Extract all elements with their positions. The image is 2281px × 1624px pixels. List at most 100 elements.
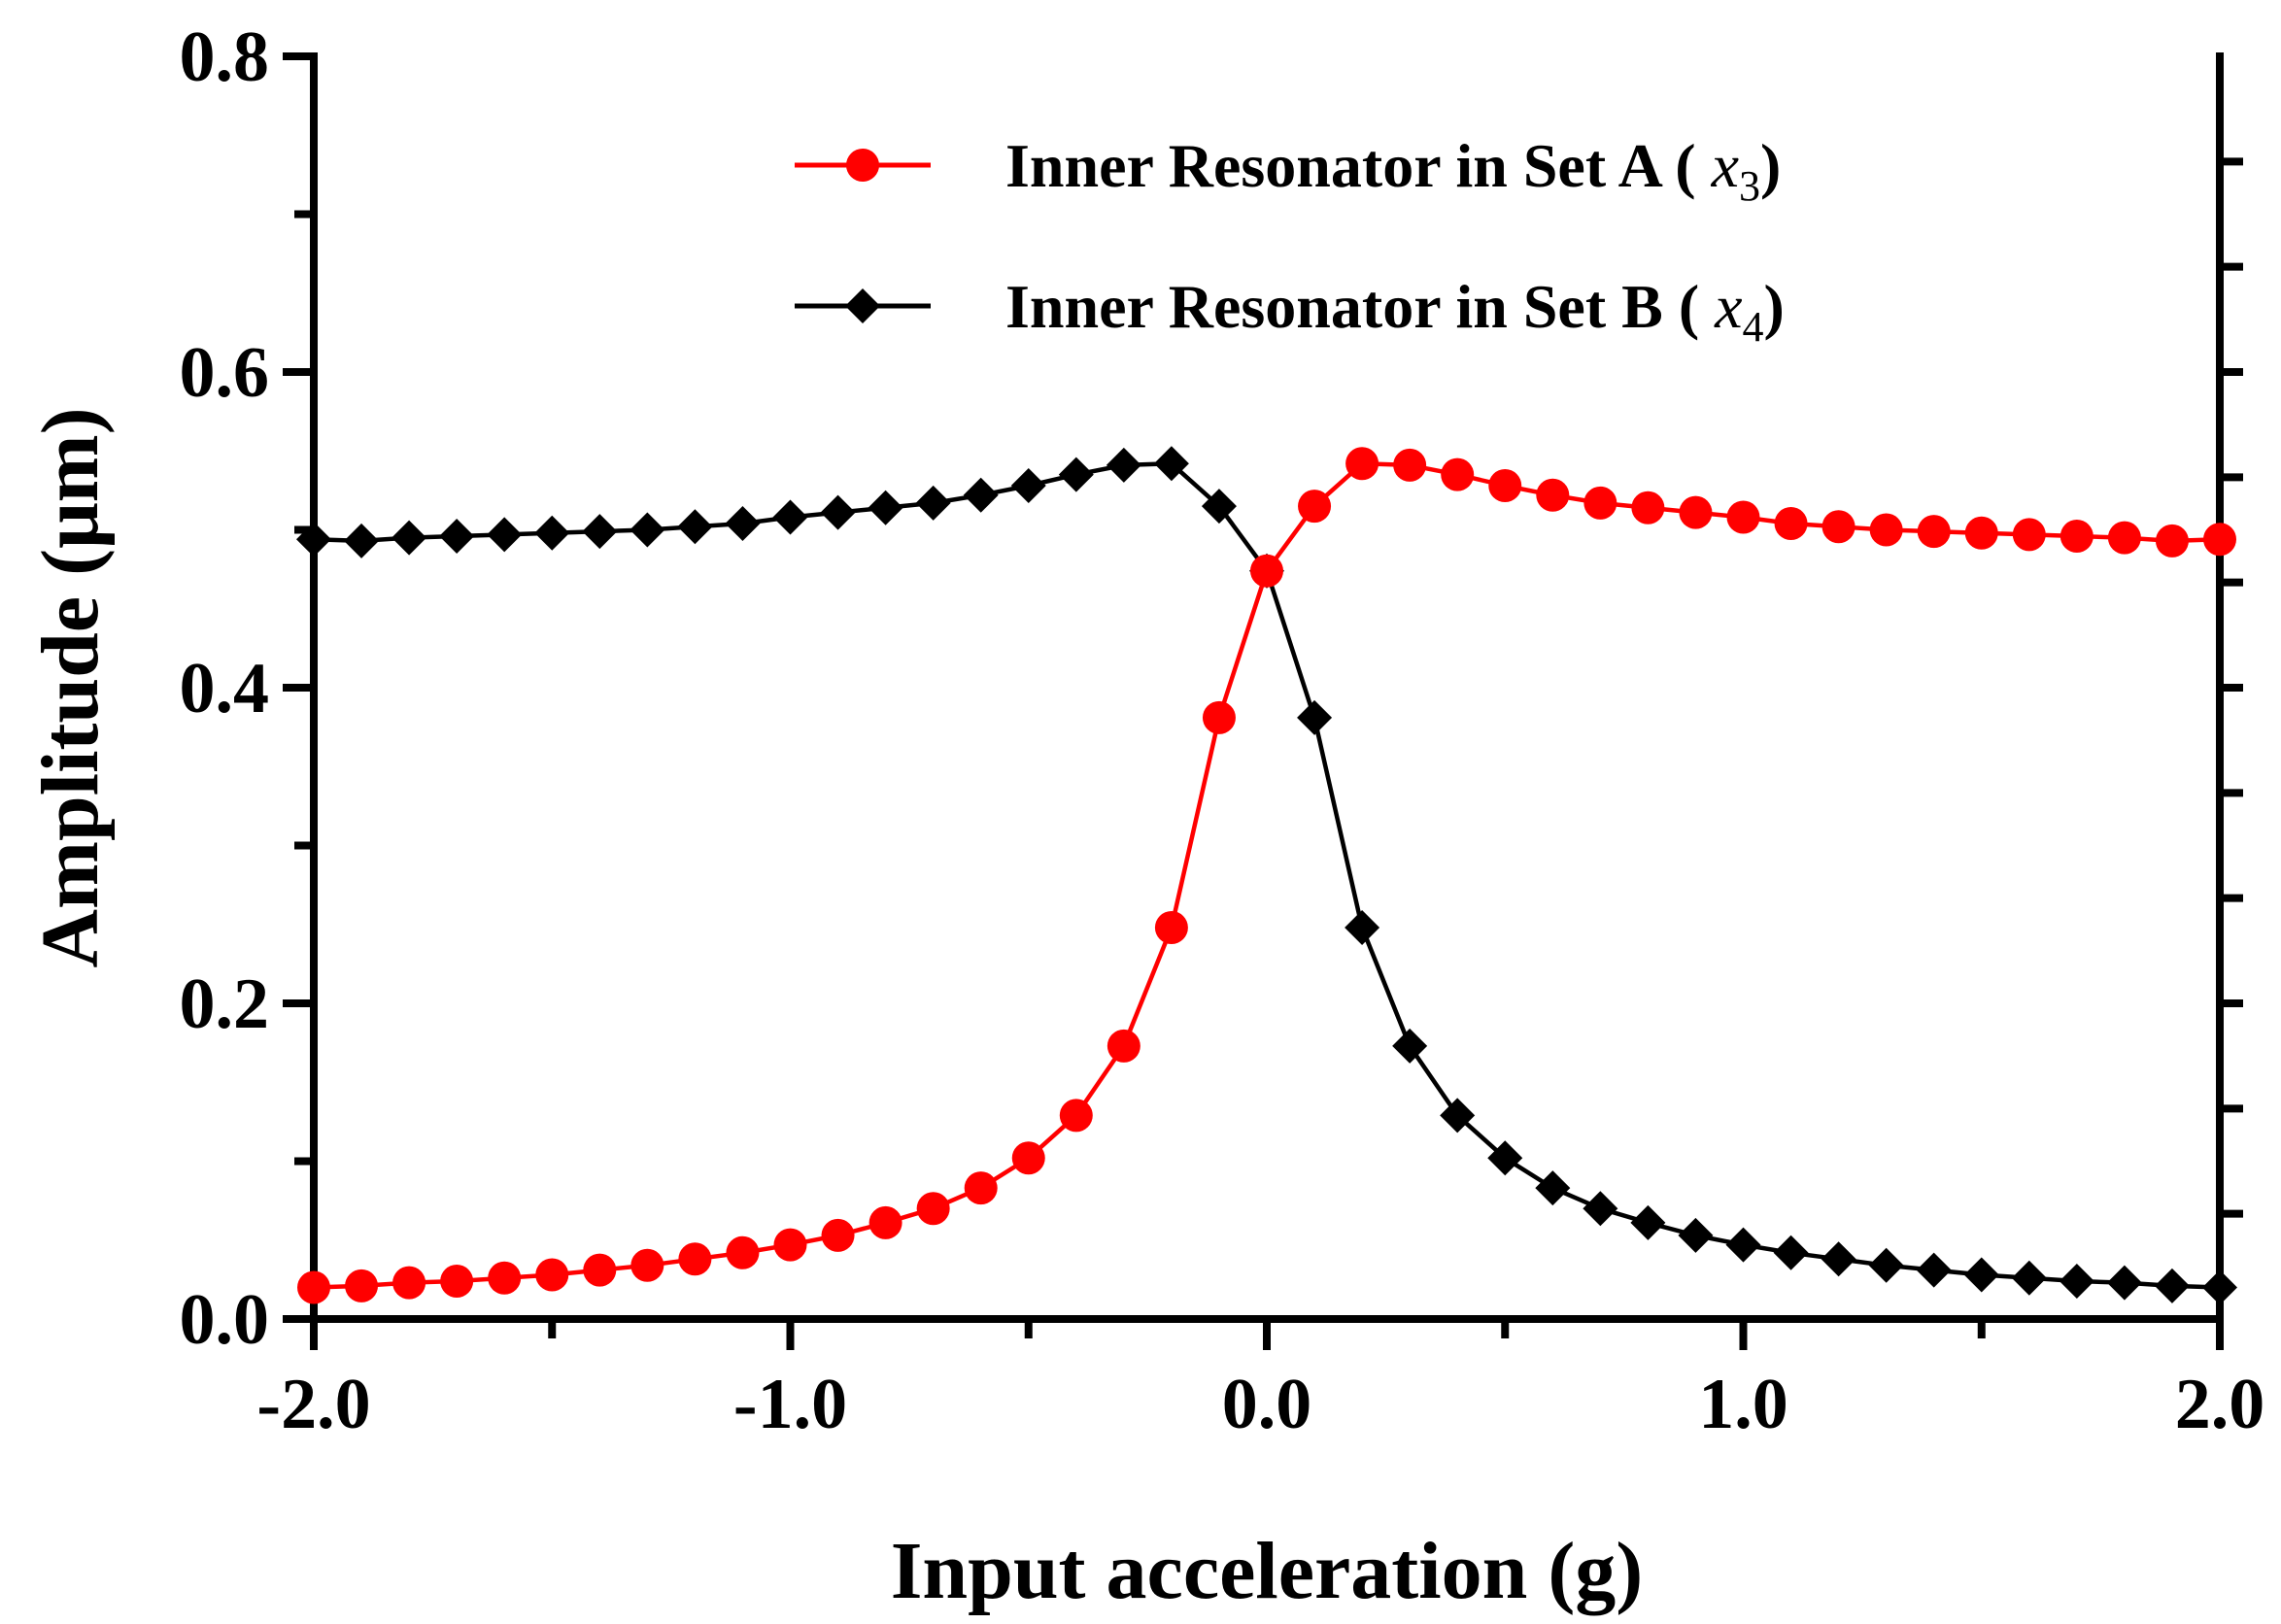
y-tick-label: 0.6 <box>180 333 270 413</box>
data-point <box>1964 516 1998 550</box>
data-point <box>1487 1140 1523 1176</box>
y-tick-label: 0.0 <box>180 1280 270 1360</box>
data-point <box>2060 520 2094 553</box>
data-point <box>630 512 665 548</box>
data-point <box>2106 1265 2142 1301</box>
data-point <box>1392 1028 1428 1064</box>
x-axis-title: Input acceleration (g) <box>891 1526 1644 1616</box>
data-point <box>1488 469 1522 502</box>
data-point <box>345 1269 379 1303</box>
data-point <box>1345 447 1379 481</box>
data-point <box>344 523 380 558</box>
y-tick-label: 0.4 <box>180 649 270 728</box>
data-point <box>1153 446 1189 482</box>
data-point <box>1963 1257 1999 1293</box>
data-point <box>1773 1235 1809 1270</box>
x-tick-label: -2.0 <box>256 1365 370 1444</box>
data-point <box>2155 524 2189 558</box>
data-point <box>392 1266 426 1300</box>
data-point <box>2059 1264 2094 1299</box>
data-point <box>630 1248 664 1282</box>
data-point <box>296 522 331 558</box>
data-point <box>820 494 856 530</box>
data-point <box>2203 523 2236 557</box>
data-point <box>916 1192 950 1226</box>
data-point <box>1583 486 1617 520</box>
data-point <box>583 1253 617 1287</box>
data-point <box>964 1171 998 1205</box>
data-point <box>487 517 523 553</box>
data-point <box>1821 510 1855 544</box>
data-point <box>915 485 951 521</box>
data-point <box>1726 500 1760 534</box>
y-tick-label: 0.8 <box>180 17 270 97</box>
legend-marker <box>846 149 879 182</box>
data-point <box>677 509 713 545</box>
data-point <box>1631 491 1665 524</box>
data-point <box>2107 521 2141 555</box>
legend-marker <box>845 288 880 323</box>
data-point <box>1201 489 1237 524</box>
data-point <box>297 1270 330 1304</box>
data-point <box>2154 1268 2190 1303</box>
data-point <box>1154 911 1188 944</box>
legend-label: Inner Resonator in Set A ( x3) <box>1005 131 1781 210</box>
data-point <box>772 499 808 535</box>
data-point <box>726 1235 760 1269</box>
data-point <box>1010 468 1046 503</box>
data-point <box>868 490 903 525</box>
data-point <box>1916 1252 1952 1288</box>
data-point <box>725 506 761 541</box>
data-point <box>1869 513 1903 547</box>
data-point <box>1678 1217 1714 1253</box>
x-tick-label: -1.0 <box>733 1365 847 1444</box>
data-point <box>535 1258 569 1292</box>
y-tick-label: 0.2 <box>180 964 270 1044</box>
data-point <box>1345 910 1380 945</box>
data-point <box>1536 478 1570 512</box>
data-point <box>1106 447 1141 483</box>
data-point <box>1774 507 1808 540</box>
legend-label: Inner Resonator in Set B ( x4) <box>1005 272 1785 351</box>
data-point <box>1535 1170 1571 1206</box>
data-point <box>773 1228 807 1262</box>
data-point <box>1630 1204 1666 1240</box>
data-point <box>963 477 999 513</box>
data-point <box>1393 448 1427 482</box>
data-point <box>1583 1191 1618 1227</box>
x-tick-label: 2.0 <box>2175 1365 2265 1444</box>
data-point <box>582 514 618 550</box>
data-point <box>1059 1099 1093 1133</box>
data-point <box>1250 554 1283 588</box>
data-point <box>1917 515 1951 549</box>
axes: 0.0 0.2 0.4 0.6 0.8 -2.0 -1.0 0.0 1.0 2.0 Input ac… <box>25 17 2264 1616</box>
data-point <box>821 1218 855 1252</box>
data-point <box>1297 699 1333 735</box>
data-point <box>2012 518 2046 552</box>
legend: Inner Resonator in Set A ( x3) Inner Reso… <box>795 131 1785 351</box>
data-point <box>1202 700 1236 734</box>
data-point <box>1058 457 1094 492</box>
y-axis-title: Amplitude (μm) <box>25 407 116 967</box>
data-point <box>1440 1098 1476 1133</box>
data-point <box>2202 1269 2237 1305</box>
data-point <box>1679 495 1713 529</box>
data-point <box>868 1205 902 1239</box>
data-point <box>1868 1247 1904 1283</box>
data-point <box>678 1242 712 1276</box>
data-point <box>1441 457 1475 491</box>
data-point <box>488 1261 522 1295</box>
x-tick-label: 0.0 <box>1222 1365 1312 1444</box>
data-point <box>1821 1241 1856 1277</box>
data-point <box>2011 1260 2047 1296</box>
data-point <box>1298 490 1332 524</box>
data-point <box>440 1265 474 1298</box>
series-set-a <box>297 447 2236 1304</box>
x-tick-label: 1.0 <box>1698 1365 1788 1444</box>
data-point <box>534 515 570 551</box>
data-point <box>439 519 475 554</box>
series-layer <box>296 446 2237 1305</box>
data-point <box>1725 1227 1761 1263</box>
data-point <box>1106 1029 1140 1063</box>
data-point <box>392 520 427 556</box>
